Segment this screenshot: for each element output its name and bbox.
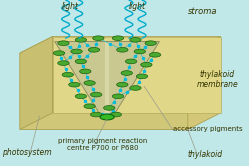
- Polygon shape: [53, 37, 221, 113]
- Text: primary pigment reaction
centre P700 or P680: primary pigment reaction centre P700 or …: [58, 138, 147, 151]
- Text: photosystem: photosystem: [1, 148, 51, 157]
- Ellipse shape: [69, 82, 80, 87]
- Ellipse shape: [100, 114, 114, 120]
- Text: accessory pigments: accessory pigments: [173, 126, 242, 132]
- Polygon shape: [188, 37, 221, 129]
- Ellipse shape: [84, 104, 95, 109]
- Polygon shape: [20, 37, 53, 129]
- Ellipse shape: [121, 71, 132, 75]
- Ellipse shape: [58, 41, 69, 45]
- Ellipse shape: [71, 49, 82, 54]
- Ellipse shape: [53, 51, 65, 55]
- Ellipse shape: [84, 81, 95, 85]
- Ellipse shape: [75, 94, 87, 99]
- Text: stroma: stroma: [188, 7, 218, 16]
- Ellipse shape: [145, 41, 156, 45]
- Ellipse shape: [90, 92, 102, 97]
- Ellipse shape: [62, 72, 73, 77]
- Ellipse shape: [58, 61, 69, 65]
- Polygon shape: [20, 37, 221, 53]
- Ellipse shape: [88, 47, 100, 52]
- Ellipse shape: [110, 112, 122, 117]
- Text: thylakoid: thylakoid: [188, 150, 223, 159]
- Ellipse shape: [149, 52, 161, 57]
- Text: light: light: [129, 2, 146, 11]
- Ellipse shape: [75, 38, 87, 42]
- Polygon shape: [105, 42, 109, 114]
- Ellipse shape: [80, 69, 91, 74]
- Ellipse shape: [125, 59, 137, 64]
- Ellipse shape: [117, 47, 128, 52]
- Polygon shape: [20, 53, 188, 129]
- Ellipse shape: [112, 94, 124, 99]
- Ellipse shape: [104, 106, 115, 110]
- Ellipse shape: [112, 36, 124, 41]
- Ellipse shape: [134, 49, 145, 54]
- Text: light: light: [62, 2, 78, 11]
- Text: thylakoid
membrane: thylakoid membrane: [196, 70, 238, 89]
- Ellipse shape: [90, 112, 102, 117]
- Ellipse shape: [130, 86, 141, 90]
- Ellipse shape: [117, 82, 128, 87]
- Ellipse shape: [141, 62, 152, 67]
- Ellipse shape: [93, 36, 104, 41]
- Ellipse shape: [130, 38, 141, 42]
- Ellipse shape: [75, 59, 87, 64]
- Polygon shape: [55, 42, 159, 117]
- Ellipse shape: [136, 74, 148, 79]
